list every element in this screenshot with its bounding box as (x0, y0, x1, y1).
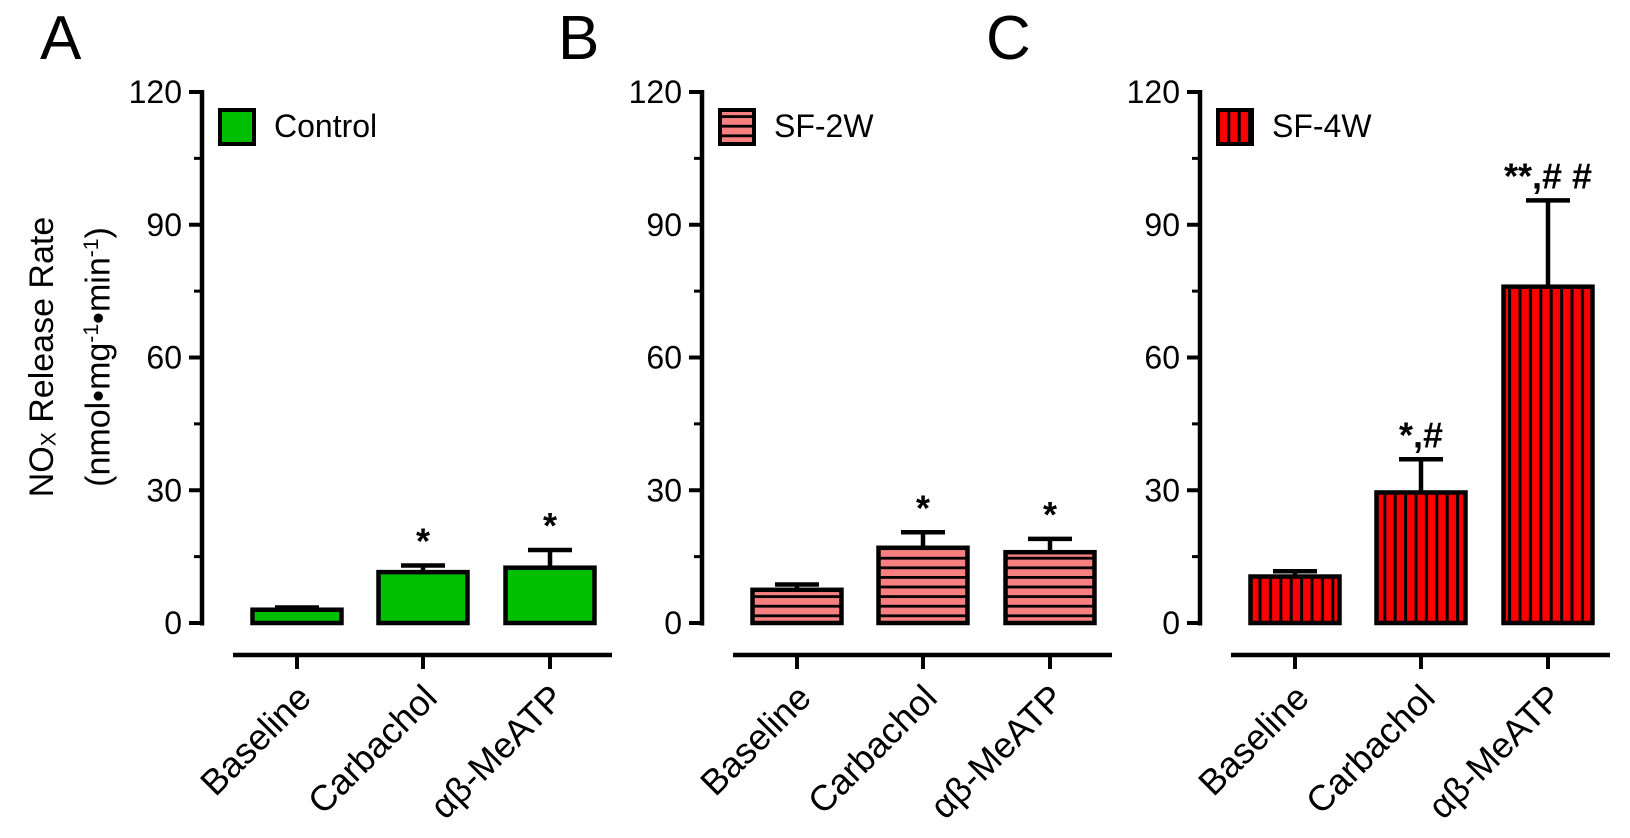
panel-b-label: B (558, 4, 600, 73)
significance-label-b-2: * (1043, 494, 1057, 535)
y-tick-label-b-4: 120 (629, 74, 682, 110)
y-tick-label-a-0: 0 (164, 605, 182, 641)
legend-label-b: SF-2W (774, 108, 874, 144)
significance-label-a-2: * (543, 505, 557, 546)
x-category-label-c-1: Carbachol (1298, 677, 1443, 822)
bar-a-1 (378, 572, 468, 623)
significance-label-b-1: * (916, 487, 930, 528)
bar-a-2 (505, 567, 595, 623)
significance-label-a-1: * (416, 520, 430, 561)
y-axis-title: NOX Release Rate (nmol•mg-1•min-1) (21, 57, 117, 657)
y-axis-title-line2: (nmol•mg-1•min-1) (79, 227, 118, 487)
x-category-label-a-1: Carbachol (300, 677, 445, 822)
y-tick-label-c-3: 90 (1144, 207, 1180, 243)
legend-swatch-a (220, 110, 254, 144)
bar-a-0 (252, 609, 342, 623)
legend-label-c: SF-4W (1272, 108, 1372, 144)
x-category-label-b-2: αβ-MeATP (922, 677, 1072, 827)
significance-label-c-1: *,# (1399, 414, 1443, 455)
panel-a-label: A (40, 4, 82, 73)
significance-label-c-2: **,# # (1504, 155, 1592, 196)
y-tick-label-a-3: 90 (146, 207, 182, 243)
x-category-label-b-1: Carbachol (800, 677, 945, 822)
x-category-label-c-0: Baseline (1190, 677, 1317, 804)
y-tick-label-c-4: 120 (1127, 74, 1180, 110)
y-tick-label-b-1: 30 (646, 472, 682, 508)
panel-c-label: C (986, 4, 1031, 73)
legend-label-a: Control (274, 108, 377, 144)
x-category-label-a-2: αβ-MeATP (422, 677, 572, 827)
y-tick-label-b-0: 0 (664, 605, 682, 641)
y-tick-label-b-3: 90 (646, 207, 682, 243)
x-category-label-b-0: Baseline (692, 677, 819, 804)
y-tick-label-a-4: 120 (129, 74, 182, 110)
x-category-label-a-0: Baseline (192, 677, 319, 804)
y-tick-label-c-2: 60 (1144, 340, 1180, 376)
y-tick-label-c-1: 30 (1144, 472, 1180, 508)
y-tick-label-c-0: 0 (1162, 605, 1180, 641)
y-tick-label-a-1: 30 (146, 472, 182, 508)
y-axis-title-line1: NOX Release Rate (23, 216, 61, 498)
y-tick-label-a-2: 60 (146, 340, 182, 376)
x-category-label-c-2: αβ-MeATP (1420, 677, 1570, 827)
y-tick-label-b-2: 60 (646, 340, 682, 376)
